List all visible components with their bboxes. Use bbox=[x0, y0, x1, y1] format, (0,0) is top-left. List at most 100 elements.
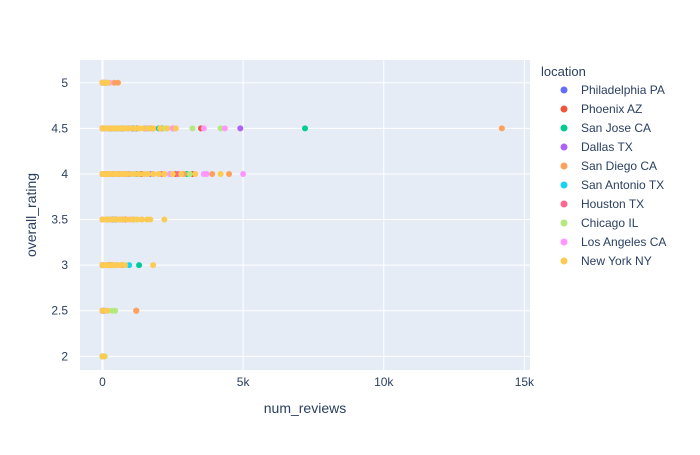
data-point bbox=[217, 125, 224, 132]
legend-marker bbox=[560, 124, 568, 132]
legend-label: San Jose CA bbox=[581, 121, 651, 135]
data-point bbox=[209, 170, 216, 177]
legend-label: Los Angeles CA bbox=[581, 235, 666, 249]
data-point bbox=[189, 125, 196, 132]
y-tick-label: 3 bbox=[61, 258, 68, 272]
data-point bbox=[157, 125, 164, 132]
x-tick-label: 15k bbox=[515, 375, 535, 389]
legend-label: San Antonio TX bbox=[581, 178, 664, 192]
legend-item[interactable]: Los Angeles CA bbox=[560, 235, 667, 249]
data-point bbox=[145, 170, 152, 177]
data-point bbox=[221, 125, 228, 132]
y-tick-label: 5 bbox=[61, 76, 68, 90]
data-point bbox=[192, 170, 199, 177]
legend-label: New York NY bbox=[581, 254, 652, 268]
y-tick-label: 4 bbox=[61, 167, 68, 181]
y-tick-label: 4.5 bbox=[51, 121, 68, 135]
legend-title: location bbox=[541, 64, 586, 79]
data-point bbox=[155, 170, 162, 177]
legend-item[interactable]: Chicago IL bbox=[560, 216, 639, 230]
data-point bbox=[134, 216, 141, 223]
data-point bbox=[114, 79, 121, 86]
data-point bbox=[124, 216, 131, 223]
y-tick-label: 2 bbox=[61, 349, 68, 363]
data-point bbox=[200, 125, 207, 132]
series-points bbox=[99, 79, 224, 360]
legend-label: Chicago IL bbox=[581, 216, 639, 230]
data-point bbox=[129, 216, 136, 223]
legend-item[interactable]: Dallas TX bbox=[560, 140, 633, 154]
data-point bbox=[172, 125, 179, 132]
legend-item[interactable]: San Jose CA bbox=[560, 121, 652, 135]
data-point bbox=[164, 125, 171, 132]
legend-item[interactable]: Philadelphia PA bbox=[560, 83, 665, 97]
x-tick-label: 5k bbox=[237, 375, 251, 389]
legend-marker bbox=[560, 143, 568, 151]
data-point bbox=[237, 125, 244, 132]
data-point bbox=[127, 125, 134, 132]
x-tick-label: 10k bbox=[374, 375, 394, 389]
data-point bbox=[127, 170, 134, 177]
legend-item[interactable]: Houston TX bbox=[560, 197, 645, 211]
x-tick-labels: 0 5k 10k 15k bbox=[99, 375, 535, 389]
legend-label: Houston TX bbox=[581, 197, 644, 211]
legend-marker bbox=[560, 219, 568, 227]
data-point bbox=[217, 170, 224, 177]
data-point bbox=[101, 353, 108, 360]
legend-marker bbox=[560, 105, 568, 113]
legend: location Philadelphia PA Phoenix AZ San Jo… bbox=[541, 64, 666, 268]
data-point bbox=[112, 307, 119, 314]
data-point bbox=[136, 125, 143, 132]
data-point bbox=[178, 170, 185, 177]
x-gridlines bbox=[101, 60, 525, 370]
legend-item[interactable]: Phoenix AZ bbox=[560, 102, 643, 116]
legend-marker bbox=[560, 257, 568, 265]
legend-label: San Diego CA bbox=[581, 159, 657, 173]
data-points bbox=[99, 79, 505, 360]
legend-label: Phoenix AZ bbox=[581, 102, 642, 116]
data-point bbox=[226, 170, 233, 177]
legend-marker bbox=[560, 162, 568, 170]
data-point bbox=[99, 307, 106, 314]
legend-item[interactable]: San Diego CA bbox=[560, 159, 658, 173]
data-point bbox=[140, 170, 147, 177]
data-point bbox=[131, 170, 138, 177]
data-point bbox=[131, 125, 138, 132]
data-point bbox=[147, 216, 154, 223]
data-point bbox=[136, 170, 143, 177]
legend-marker bbox=[560, 86, 568, 94]
data-point bbox=[133, 307, 140, 314]
data-point bbox=[145, 125, 152, 132]
data-point bbox=[498, 125, 505, 132]
y-tick-label: 2.5 bbox=[51, 304, 68, 318]
data-point bbox=[150, 262, 157, 269]
legend-label: Philadelphia PA bbox=[581, 83, 665, 97]
data-point bbox=[150, 170, 157, 177]
y-axis-title: overall_rating bbox=[23, 173, 39, 257]
legend-marker bbox=[560, 238, 568, 246]
legend-items: Philadelphia PA Phoenix AZ San Jose CA Dall… bbox=[560, 83, 667, 268]
legend-label: Dallas TX bbox=[581, 140, 633, 154]
legend-item[interactable]: New York NY bbox=[560, 254, 652, 268]
data-point bbox=[240, 170, 247, 177]
data-point bbox=[117, 262, 124, 269]
data-point bbox=[302, 125, 308, 132]
data-point bbox=[203, 170, 210, 177]
legend-item[interactable]: San Antonio TX bbox=[560, 178, 665, 192]
data-point bbox=[161, 170, 168, 177]
data-point bbox=[186, 170, 193, 177]
y-tick-label: 3.5 bbox=[51, 213, 68, 227]
data-point bbox=[105, 79, 112, 86]
x-tick-label: 0 bbox=[99, 375, 106, 389]
data-point bbox=[140, 125, 147, 132]
x-axis-title: num_reviews bbox=[264, 400, 346, 416]
legend-marker bbox=[560, 200, 568, 208]
data-point bbox=[103, 307, 110, 314]
data-point bbox=[122, 262, 128, 269]
data-point bbox=[161, 216, 168, 223]
data-point bbox=[136, 262, 143, 269]
data-point bbox=[138, 216, 145, 223]
data-point bbox=[126, 262, 133, 269]
